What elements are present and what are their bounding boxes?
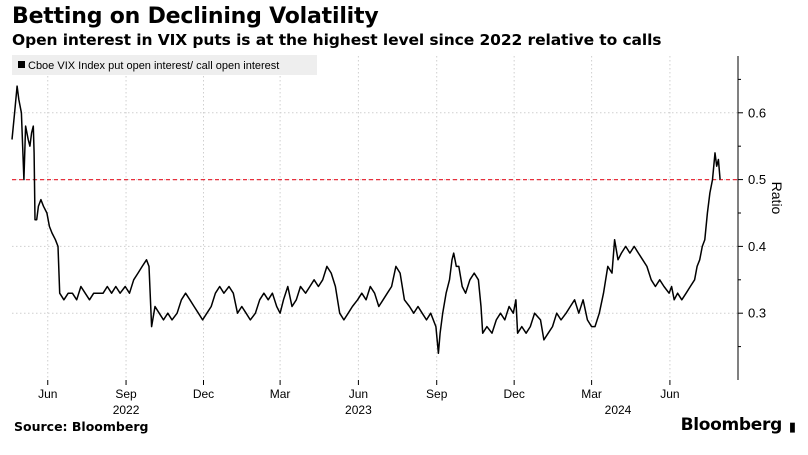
data-series: [11, 85, 721, 355]
brand-logo: Bloomberg: [680, 415, 783, 435]
x-tick-label: Jun: [38, 387, 57, 401]
x-tick-label: Jun: [349, 387, 368, 401]
chart-subtitle: Open interest in VIX puts is at the high…: [12, 31, 662, 49]
legend-label: Cboe VIX Index put open interest/ call o…: [28, 60, 279, 72]
x-axis: Jun Sep Dec Mar Jun Sep Dec Mar Jun 2022 2023 2024: [38, 380, 680, 417]
y-tick-label: 0.6: [748, 105, 766, 120]
x-tick-label: Mar: [270, 387, 291, 401]
y-axis-label: Ratio: [769, 182, 785, 215]
x-tick-label: Sep: [115, 387, 137, 401]
chart-title: Betting on Declining Volatility: [12, 4, 379, 29]
chart-icon: ▮: [788, 419, 796, 434]
legend-box: [12, 55, 317, 75]
x-year-label: 2022: [113, 403, 140, 417]
x-tick-label: Dec: [193, 387, 214, 401]
y-tick-label: 0.3: [748, 306, 766, 321]
gridlines: [12, 56, 738, 380]
legend: Cboe VIX Index put open interest/ call o…: [12, 55, 317, 75]
legend-swatch: [18, 61, 25, 68]
x-tick-label: Dec: [503, 387, 524, 401]
x-year-label: 2024: [605, 403, 632, 417]
y-axis: 0.3 0.4 0.5 0.6 Ratio: [737, 56, 785, 380]
x-tick-label: Mar: [581, 387, 602, 401]
source-note: Source: Bloomberg: [14, 419, 149, 434]
y-tick-label: 0.4: [748, 239, 766, 254]
x-year-label: 2023: [345, 403, 372, 417]
y-tick-label: 0.5: [748, 172, 766, 187]
x-tick-label: Jun: [660, 387, 679, 401]
series-line-put-call-ratio: [11, 85, 721, 355]
x-tick-label: Sep: [426, 387, 448, 401]
